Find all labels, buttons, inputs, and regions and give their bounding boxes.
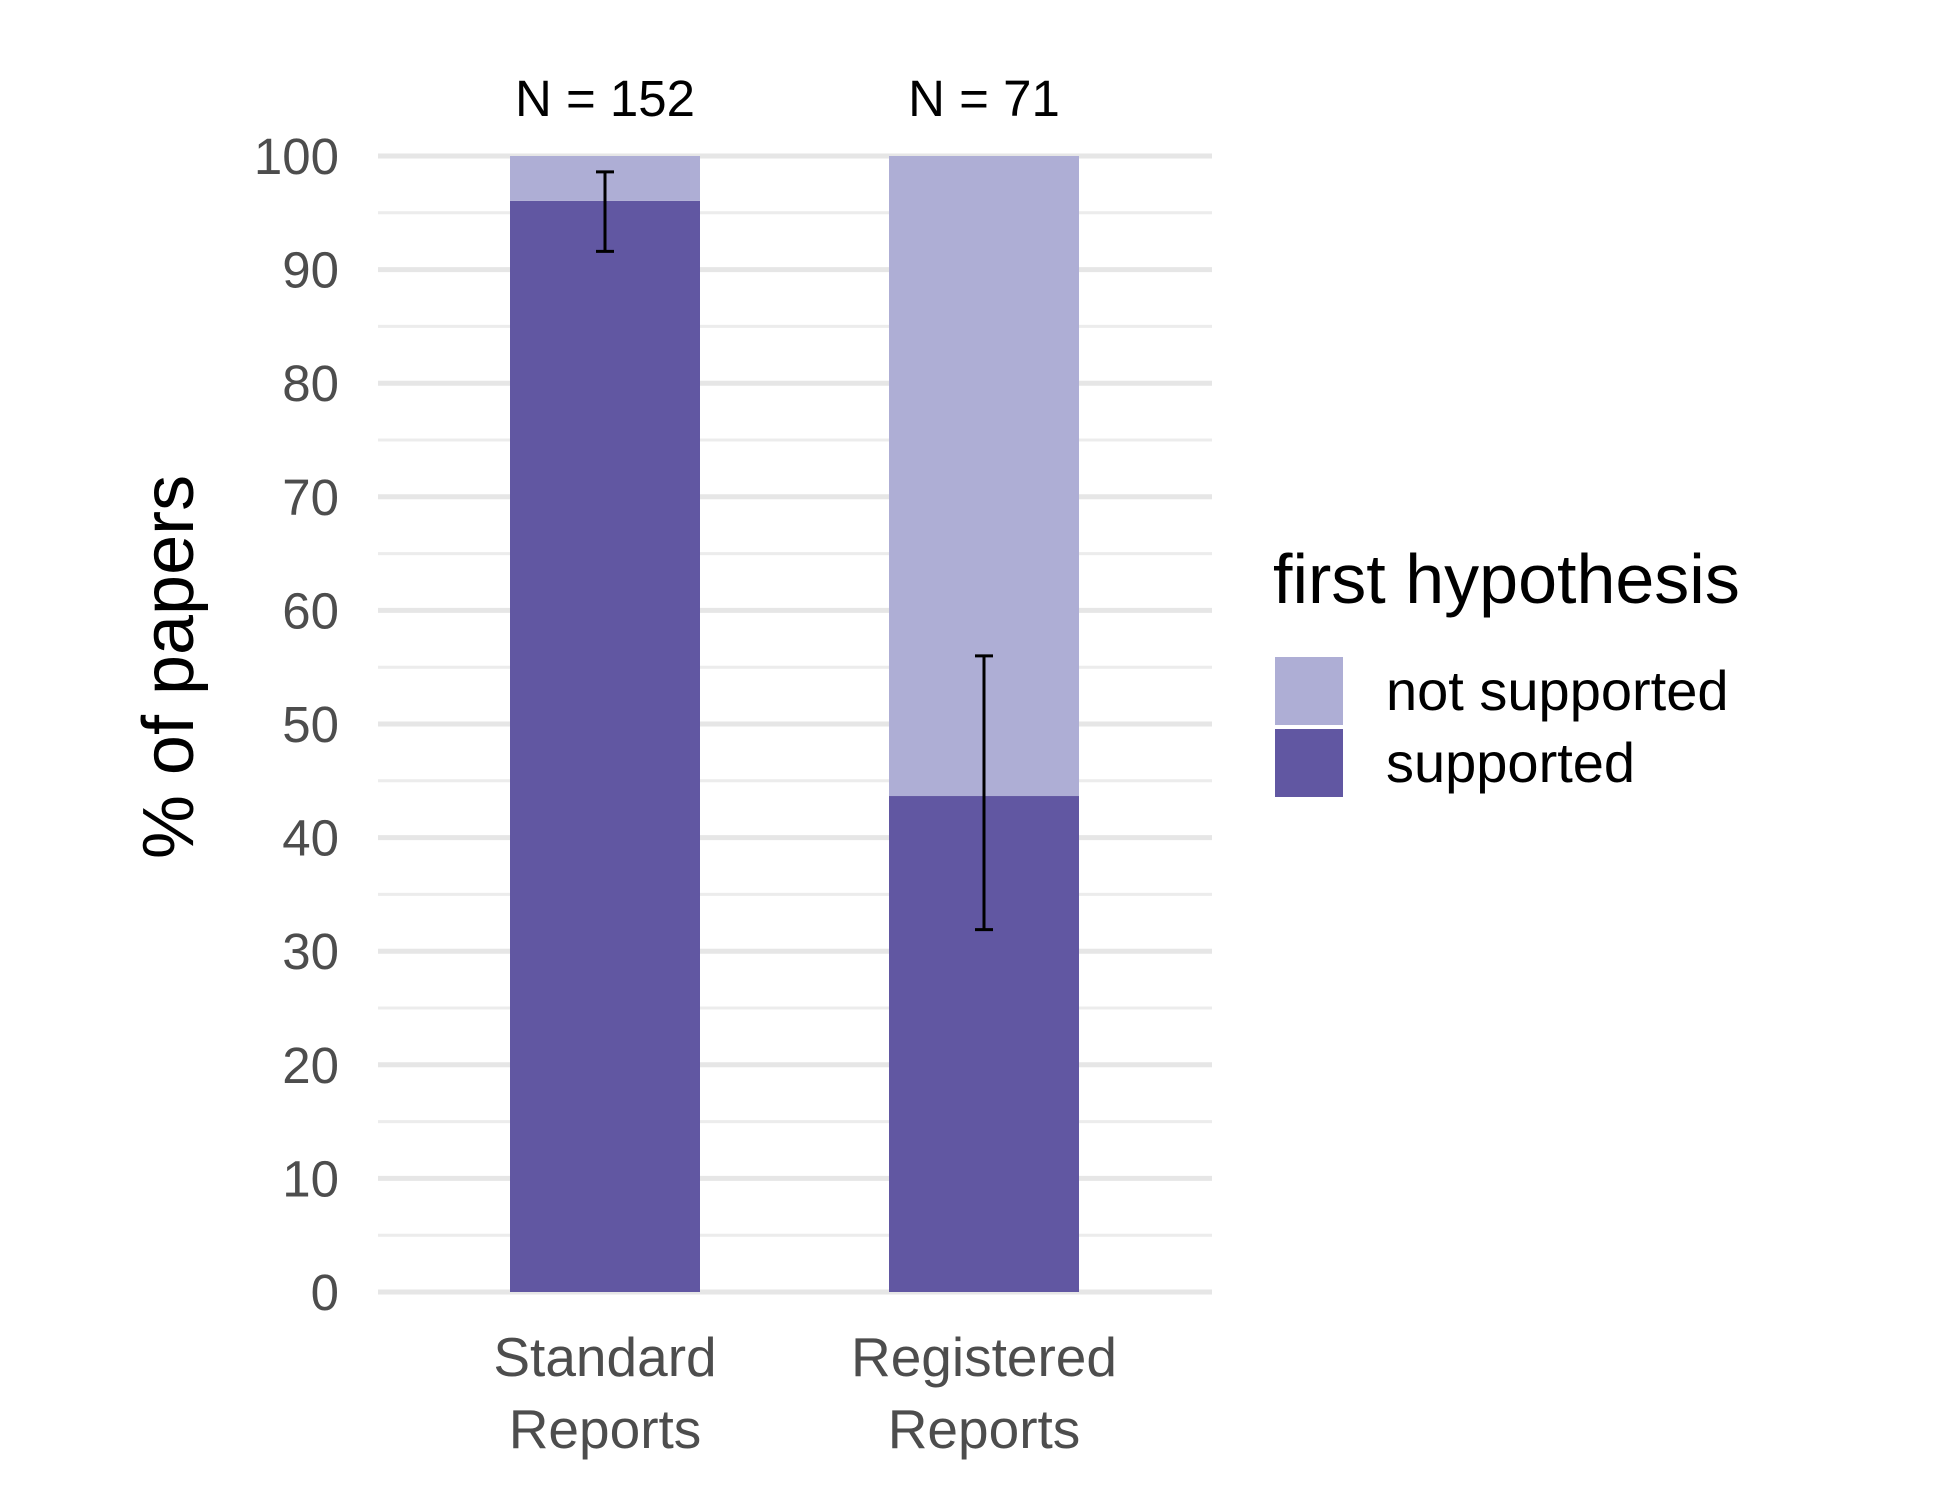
x-tick-label: Reports: [509, 1398, 702, 1460]
y-tick-label: 30: [282, 923, 339, 980]
legend-label: supported: [1386, 731, 1635, 794]
grid: [378, 153, 1212, 1295]
n-annotation: N = 71: [908, 70, 1060, 127]
bars: [510, 156, 1079, 1293]
y-axis-ticks: 0 10 20 30 40 50 60 70 80 90 100: [254, 128, 339, 1321]
legend-label: not supported: [1386, 659, 1728, 722]
legend-key-not-supported: [1275, 657, 1343, 725]
legend-key-supported: [1275, 729, 1343, 797]
y-axis-label: % of papers: [129, 475, 209, 859]
y-tick-label: 20: [282, 1037, 339, 1094]
y-tick-label: 10: [282, 1150, 339, 1207]
y-tick-label: 80: [282, 355, 339, 412]
y-tick-label: 90: [282, 242, 339, 299]
x-tick-label: Registered: [851, 1326, 1117, 1388]
x-axis-ticks: Standard Reports Registered Reports: [493, 1326, 1117, 1460]
legend: first hypothesis not supported supported: [1273, 540, 1740, 797]
x-tick-label: Standard: [493, 1326, 716, 1388]
y-tick-label: 60: [282, 582, 339, 639]
y-tick-label: 70: [282, 469, 339, 526]
bar-supported-1: [510, 200, 700, 1293]
y-tick-label: 40: [282, 810, 339, 867]
group-annotations: N = 152 N = 71: [515, 70, 1060, 127]
legend-items: not supported supported: [1275, 657, 1728, 797]
n-annotation: N = 152: [515, 70, 695, 127]
y-tick-label: 50: [282, 696, 339, 753]
y-tick-label: 0: [311, 1264, 339, 1321]
x-tick-label: Reports: [888, 1398, 1081, 1460]
y-tick-label: 100: [254, 128, 339, 185]
error-bars: [596, 170, 993, 932]
legend-title: first hypothesis: [1273, 540, 1740, 618]
